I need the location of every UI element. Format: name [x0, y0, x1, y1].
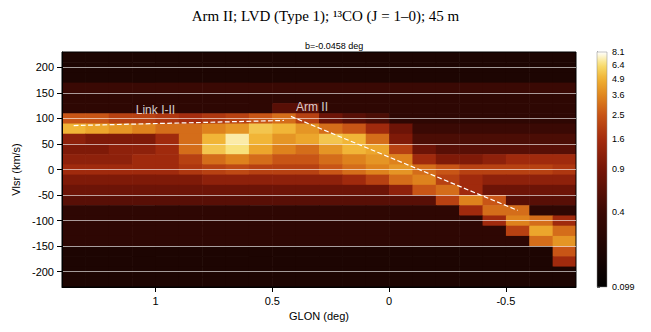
svg-text:0.5: 0.5	[265, 295, 280, 307]
svg-text:-150: -150	[32, 240, 54, 252]
svg-text:4.9: 4.9	[612, 74, 625, 84]
svg-text:0.099: 0.099	[612, 282, 635, 292]
svg-text:Vlsr (km/s): Vlsr (km/s)	[10, 143, 22, 196]
svg-text:1: 1	[152, 295, 158, 307]
svg-text:Link I-II: Link I-II	[136, 103, 175, 117]
svg-text:2.5: 2.5	[612, 110, 625, 120]
svg-text:0.9: 0.9	[612, 164, 625, 174]
svg-text:50: 50	[42, 138, 54, 150]
svg-text:GLON (deg): GLON (deg)	[289, 310, 349, 322]
svg-text:3.6: 3.6	[612, 90, 625, 100]
svg-text:-200: -200	[32, 266, 54, 278]
svg-text:b=-0.0458 deg: b=-0.0458 deg	[305, 41, 363, 51]
svg-text:8.1: 8.1	[612, 47, 625, 57]
svg-text:0: 0	[386, 295, 392, 307]
svg-text:150: 150	[36, 87, 54, 99]
svg-text:0: 0	[48, 164, 54, 176]
svg-text:1.6: 1.6	[612, 134, 625, 144]
svg-text:Arm II; LVD (Type 1); ¹³CO (J: Arm II; LVD (Type 1); ¹³CO (J = 1–0); 45…	[192, 8, 460, 25]
svg-text:200: 200	[36, 61, 54, 73]
svg-text:6.4: 6.4	[612, 60, 625, 70]
svg-text:-0.5: -0.5	[496, 295, 515, 307]
svg-text:-50: -50	[38, 189, 54, 201]
svg-text:Arm II: Arm II	[296, 100, 328, 114]
svg-text:0.4: 0.4	[612, 207, 625, 217]
svg-text:100: 100	[36, 112, 54, 124]
svg-text:-100: -100	[32, 215, 54, 227]
